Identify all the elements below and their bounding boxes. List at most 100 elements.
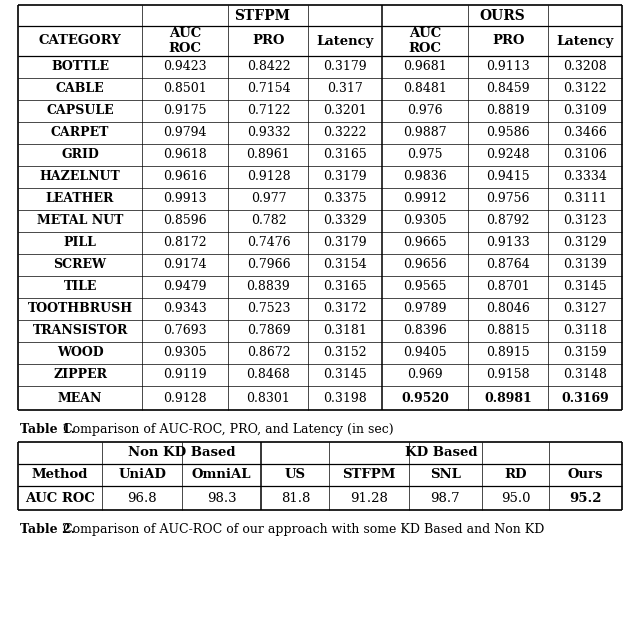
Text: 0.8481: 0.8481: [403, 82, 447, 95]
Text: 0.3148: 0.3148: [563, 369, 607, 381]
Text: 0.3329: 0.3329: [323, 215, 367, 228]
Text: 0.9756: 0.9756: [486, 192, 530, 205]
Text: TRANSISTOR: TRANSISTOR: [33, 324, 128, 338]
Text: OmniAL: OmniAL: [192, 469, 252, 482]
Text: 0.317: 0.317: [328, 82, 363, 95]
Text: 0.3334: 0.3334: [563, 170, 607, 183]
Text: 0.8981: 0.8981: [484, 391, 532, 404]
Text: 0.9158: 0.9158: [486, 369, 530, 381]
Text: 0.9133: 0.9133: [486, 236, 530, 250]
Text: 0.8468: 0.8468: [246, 369, 291, 381]
Text: 0.8301: 0.8301: [246, 391, 291, 404]
Text: 81.8: 81.8: [281, 492, 310, 504]
Text: 95.2: 95.2: [570, 492, 602, 504]
Text: 98.7: 98.7: [431, 492, 460, 504]
Text: 0.3145: 0.3145: [323, 369, 367, 381]
Text: STFPM: STFPM: [234, 9, 290, 22]
Text: 0.3122: 0.3122: [563, 82, 607, 95]
Text: US: US: [285, 469, 306, 482]
Text: PILL: PILL: [63, 236, 97, 250]
Text: 0.9656: 0.9656: [403, 258, 447, 271]
Text: TILE: TILE: [63, 281, 97, 293]
Text: 0.9887: 0.9887: [403, 127, 447, 140]
Text: 0.8819: 0.8819: [486, 104, 530, 117]
Text: 0.8815: 0.8815: [486, 324, 530, 338]
Text: Comparison of AUC-ROC of our approach with some KD Based and Non KD: Comparison of AUC-ROC of our approach wi…: [59, 523, 545, 536]
Text: 0.8046: 0.8046: [486, 303, 531, 316]
Text: 0.7966: 0.7966: [246, 258, 291, 271]
Text: 0.9913: 0.9913: [163, 192, 207, 205]
Text: 0.3208: 0.3208: [563, 61, 607, 74]
Text: 0.9405: 0.9405: [403, 346, 447, 359]
Text: 0.969: 0.969: [408, 369, 443, 381]
Text: Latency: Latency: [557, 34, 614, 47]
Text: 0.3169: 0.3169: [561, 391, 609, 404]
Text: 0.8915: 0.8915: [486, 346, 530, 359]
Text: 0.976: 0.976: [408, 104, 443, 117]
Text: 0.8792: 0.8792: [486, 215, 530, 228]
Text: 0.9332: 0.9332: [246, 127, 291, 140]
Text: 0.975: 0.975: [408, 149, 443, 162]
Text: ZIPPER: ZIPPER: [53, 369, 107, 381]
Text: 0.9343: 0.9343: [163, 303, 207, 316]
Text: 0.3129: 0.3129: [563, 236, 607, 250]
Text: 0.3466: 0.3466: [563, 127, 607, 140]
Text: 0.9681: 0.9681: [403, 61, 447, 74]
Text: SNL: SNL: [430, 469, 461, 482]
Text: 0.7693: 0.7693: [163, 324, 207, 338]
Text: BOTTLE: BOTTLE: [51, 61, 109, 74]
Text: 0.8701: 0.8701: [486, 281, 530, 293]
Text: 0.977: 0.977: [251, 192, 286, 205]
Text: 0.3154: 0.3154: [323, 258, 367, 271]
Text: AUC
ROC: AUC ROC: [169, 27, 202, 55]
Text: 0.9616: 0.9616: [163, 170, 207, 183]
Text: 0.8764: 0.8764: [486, 258, 530, 271]
Text: 96.8: 96.8: [127, 492, 157, 504]
Text: 0.3139: 0.3139: [563, 258, 607, 271]
Text: 0.9174: 0.9174: [163, 258, 207, 271]
Text: 0.9565: 0.9565: [403, 281, 447, 293]
Text: CARPET: CARPET: [51, 127, 109, 140]
Text: 0.3111: 0.3111: [563, 192, 607, 205]
Text: 0.3152: 0.3152: [323, 346, 367, 359]
Text: 0.9119: 0.9119: [163, 369, 207, 381]
Text: 0.8839: 0.8839: [246, 281, 291, 293]
Text: 0.9586: 0.9586: [486, 127, 530, 140]
Text: 0.9305: 0.9305: [163, 346, 207, 359]
Text: 0.3179: 0.3179: [323, 170, 367, 183]
Text: STFPM: STFPM: [342, 469, 396, 482]
Text: 0.9520: 0.9520: [401, 391, 449, 404]
Text: 95.0: 95.0: [500, 492, 530, 504]
Text: AUC
ROC: AUC ROC: [409, 27, 442, 55]
Text: 0.7476: 0.7476: [246, 236, 291, 250]
Text: WOOD: WOOD: [57, 346, 104, 359]
Text: 0.8961: 0.8961: [246, 149, 291, 162]
Text: Method: Method: [32, 469, 88, 482]
Text: 0.9836: 0.9836: [403, 170, 447, 183]
Text: 0.9248: 0.9248: [486, 149, 530, 162]
Text: CAPSULE: CAPSULE: [46, 104, 114, 117]
Text: 0.8596: 0.8596: [163, 215, 207, 228]
Text: 98.3: 98.3: [207, 492, 237, 504]
Text: Table 1.: Table 1.: [20, 423, 75, 436]
Text: 0.9912: 0.9912: [403, 192, 447, 205]
Text: 0.8672: 0.8672: [246, 346, 291, 359]
Text: 0.3181: 0.3181: [323, 324, 367, 338]
Text: 0.3198: 0.3198: [323, 391, 367, 404]
Text: 0.8396: 0.8396: [403, 324, 447, 338]
Text: 0.9113: 0.9113: [486, 61, 530, 74]
Text: 0.3159: 0.3159: [563, 346, 607, 359]
Text: Latency: Latency: [317, 34, 374, 47]
Text: HAZELNUT: HAZELNUT: [40, 170, 120, 183]
Text: 0.3127: 0.3127: [563, 303, 607, 316]
Text: METAL NUT: METAL NUT: [37, 215, 124, 228]
Text: 0.9128: 0.9128: [163, 391, 207, 404]
Text: Ours: Ours: [568, 469, 604, 482]
Text: 0.8422: 0.8422: [246, 61, 291, 74]
Text: 0.3375: 0.3375: [323, 192, 367, 205]
Text: 0.7154: 0.7154: [246, 82, 291, 95]
Text: 0.3123: 0.3123: [563, 215, 607, 228]
Text: 0.3106: 0.3106: [563, 149, 607, 162]
Text: GRID: GRID: [61, 149, 99, 162]
Text: PRO: PRO: [492, 34, 525, 47]
